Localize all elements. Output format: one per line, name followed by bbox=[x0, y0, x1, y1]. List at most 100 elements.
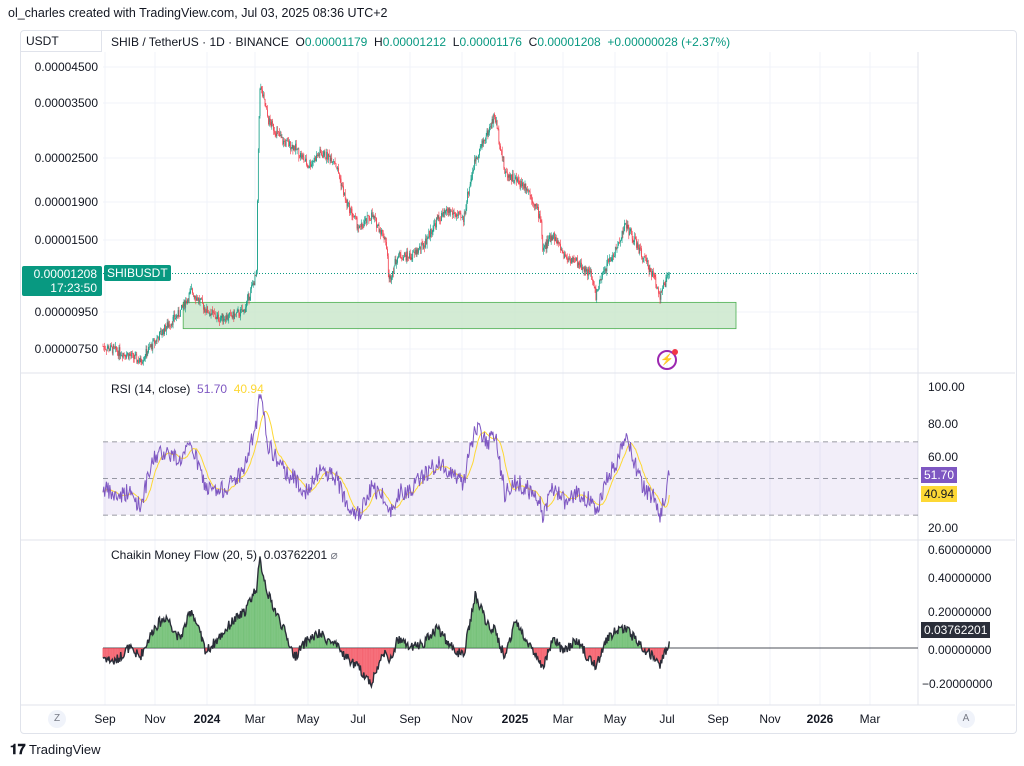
candle bbox=[346, 199, 348, 207]
cmf-area-bar bbox=[231, 617, 233, 648]
symbol-title[interactable]: SHIB / TetherUS · 1D · BINANCE bbox=[111, 35, 289, 49]
cmf-area-bar bbox=[120, 648, 122, 652]
cmf-area-bar bbox=[103, 648, 105, 659]
candle bbox=[519, 183, 521, 187]
cmf-area-bar bbox=[246, 605, 248, 648]
candle bbox=[428, 231, 430, 239]
candle bbox=[267, 109, 268, 117]
cmf-area-bar bbox=[457, 648, 458, 651]
candle bbox=[445, 211, 447, 214]
cmf-area-bar bbox=[258, 564, 260, 648]
brand-name: TradingView bbox=[28, 742, 101, 757]
cmf-area-bar bbox=[267, 598, 269, 648]
cmf-legend: Chaikin Money Flow (20, 5) 0.03762201 ⌀ bbox=[111, 548, 338, 562]
candle bbox=[614, 247, 616, 256]
cmf-area-bar bbox=[628, 627, 630, 648]
candle bbox=[274, 131, 276, 134]
cmf-area-bar bbox=[630, 635, 632, 648]
candle bbox=[403, 253, 405, 257]
candle bbox=[341, 185, 343, 187]
candle bbox=[446, 208, 447, 212]
candle bbox=[410, 256, 412, 260]
candle bbox=[305, 158, 306, 162]
cmf-area-bar bbox=[327, 638, 329, 648]
cmf-tick: 0.20000000 bbox=[928, 605, 992, 619]
cmf-area-bar bbox=[403, 642, 405, 648]
hide-icon[interactable]: ⌀ bbox=[330, 548, 338, 562]
candle bbox=[606, 263, 608, 272]
candle bbox=[237, 310, 239, 311]
candle bbox=[537, 207, 539, 208]
cmf-title[interactable]: Chaikin Money Flow (20, 5) bbox=[111, 548, 258, 562]
cmf-area-bar bbox=[374, 648, 376, 674]
candle bbox=[661, 290, 663, 292]
cmf-area-bar bbox=[285, 634, 287, 648]
candle bbox=[441, 212, 443, 216]
candle bbox=[500, 145, 501, 151]
cmf-area-bar bbox=[331, 642, 333, 648]
time-tick: Jul bbox=[350, 712, 366, 726]
lightning-alert-icon[interactable]: ⚡ bbox=[657, 349, 678, 370]
candle bbox=[613, 254, 614, 257]
cmf-area-bar bbox=[434, 635, 436, 648]
close-value: 0.00001208 bbox=[537, 35, 601, 49]
cmf-area-bar bbox=[199, 632, 201, 648]
candle bbox=[459, 212, 461, 214]
cmf-area-bar bbox=[251, 594, 253, 648]
cmf-area-bar bbox=[624, 624, 626, 648]
cmf-area-bar bbox=[474, 591, 476, 648]
candle bbox=[556, 240, 558, 244]
cmf-area-bar bbox=[604, 645, 606, 648]
cmf-area-bar bbox=[347, 648, 349, 654]
cmf-area-bar bbox=[192, 614, 193, 648]
cmf-area-bar bbox=[542, 648, 544, 665]
cmf-area-bar bbox=[662, 648, 664, 655]
cmf-area-bar bbox=[508, 641, 510, 648]
cmf-area-bar bbox=[315, 631, 317, 648]
cmf-area-bar bbox=[491, 628, 493, 648]
candle bbox=[430, 229, 431, 238]
cmf-area-bar bbox=[593, 648, 595, 661]
cmf-area-bar bbox=[317, 637, 319, 648]
candle bbox=[201, 298, 203, 300]
candle bbox=[134, 354, 136, 360]
candle bbox=[486, 130, 488, 136]
candle bbox=[299, 157, 301, 158]
cmf-area-bar bbox=[197, 625, 198, 648]
auto-scale-toggle[interactable]: A bbox=[957, 710, 975, 728]
time-tick: Mar bbox=[859, 712, 881, 726]
candle bbox=[143, 360, 144, 362]
candle bbox=[511, 174, 513, 181]
cmf-area-bar bbox=[425, 639, 427, 648]
cmf-area-bar bbox=[139, 648, 141, 657]
candle bbox=[534, 204, 536, 207]
candle bbox=[572, 257, 574, 263]
candle bbox=[244, 309, 246, 313]
candle bbox=[285, 140, 287, 146]
candle bbox=[215, 317, 217, 319]
candle bbox=[144, 356, 146, 358]
cmf-area-bar bbox=[326, 643, 328, 648]
rsi-title[interactable]: RSI (14, close) bbox=[111, 382, 191, 396]
cmf-area-bar bbox=[219, 633, 220, 648]
time-tick: Sep bbox=[707, 712, 729, 726]
cmf-area-bar bbox=[359, 648, 361, 671]
candle bbox=[382, 231, 384, 238]
tradingview-logo[interactable]: 𝟏𝟕 TradingView bbox=[10, 741, 101, 757]
candle bbox=[145, 349, 147, 357]
cmf-area-bar bbox=[534, 648, 536, 657]
currency-button[interactable]: USDT bbox=[20, 30, 102, 52]
cmf-area-bar bbox=[661, 648, 663, 664]
candle bbox=[317, 154, 319, 157]
price-tick: 0.00002500 bbox=[34, 151, 98, 165]
candle bbox=[497, 128, 499, 130]
candle bbox=[491, 118, 493, 129]
log-scale-toggle[interactable]: Z bbox=[48, 710, 66, 728]
candle bbox=[122, 353, 124, 358]
candle bbox=[214, 312, 215, 314]
cmf-area-bar bbox=[646, 648, 647, 653]
cmf-area-bar bbox=[614, 627, 615, 648]
cmf-area-bar bbox=[113, 648, 115, 665]
cmf-area-bar bbox=[269, 594, 271, 648]
